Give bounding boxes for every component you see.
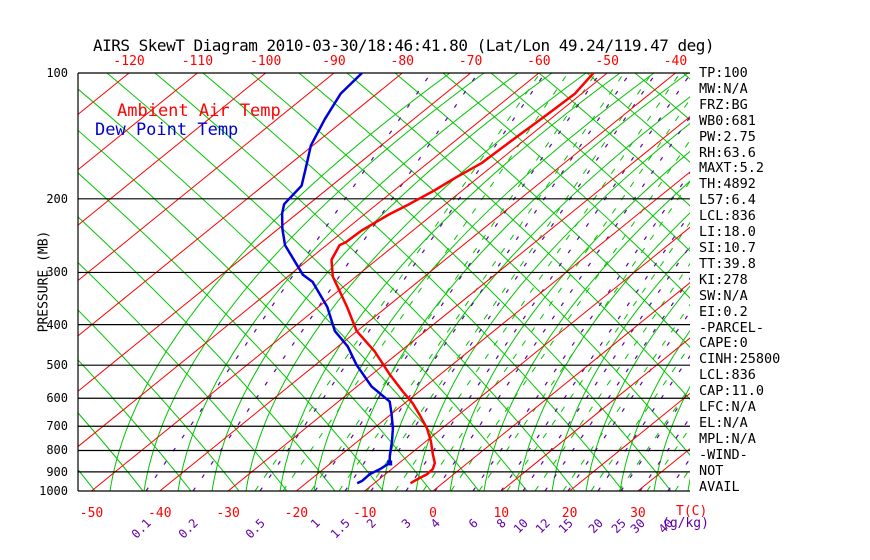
stat-line: SI:10.7 <box>699 239 756 256</box>
legend-dew-point-temp: Dew Point Temp <box>95 120 239 140</box>
stat-line: KI:278 <box>699 271 748 288</box>
temp-top-tick--110: -110 <box>181 54 214 69</box>
pressure-tick-700: 700 <box>46 419 68 434</box>
pressure-tick-800: 800 <box>46 443 68 458</box>
pressure-tick-400: 400 <box>46 317 68 332</box>
temp-top-tick--60: -60 <box>527 54 551 69</box>
grid-lines <box>78 73 690 491</box>
temp-bottom-tick--50: -50 <box>79 506 104 521</box>
stat-line: LCL:836 <box>699 208 756 225</box>
temp-top-tick--90: -90 <box>322 54 346 69</box>
stat-line: MAXT:5.2 <box>699 160 765 177</box>
chart-title: AIRS SkewT Diagram 2010-03-30/18:46:41.8… <box>93 36 715 55</box>
stat-line: RH:63.6 <box>699 144 756 161</box>
dew-point-marker <box>387 460 393 466</box>
temp-bottom-tick--30: -30 <box>216 506 240 521</box>
stat-line: CAP:11.0 <box>699 383 765 400</box>
stat-line: FRZ:BG <box>699 96 748 113</box>
stat-line: NOT <box>699 462 724 479</box>
temp-top-tick--80: -80 <box>390 54 415 69</box>
stat-line: SW:N/A <box>699 287 748 304</box>
temp-bottom-tick-20: 20 <box>561 506 578 521</box>
pressure-tick-500: 500 <box>46 358 68 373</box>
temp-bottom-tick--20: -20 <box>284 506 309 521</box>
stats-panel: TP:100 MW:N/A FRZ:BG WB0:681 PW:2.75 RH:63.6 M… <box>699 65 781 495</box>
temperature-unit-label: T(C) <box>676 504 708 519</box>
stat-line: TT:39.8 <box>699 255 756 272</box>
stat-line: L57:6.4 <box>699 192 756 209</box>
stat-line: -PARCEL- <box>699 319 765 336</box>
temp-bottom-tick-0: 0 <box>429 506 437 521</box>
mixing-ratio-unit-label: (g/kg) <box>662 516 709 531</box>
stat-line: AVAIL <box>699 478 740 495</box>
temp-top-tick--100: -100 <box>250 54 282 69</box>
stat-line: LCL:836 <box>699 367 756 384</box>
stat-line: EL:N/A <box>699 414 748 431</box>
ambient-air-temp-curve <box>330 73 595 485</box>
pressure-tick-300: 300 <box>46 265 68 280</box>
stat-line: MW:N/A <box>699 80 748 97</box>
temp-top-tick--50: -50 <box>595 54 619 69</box>
temp-bottom-tick-30: 30 <box>630 506 646 521</box>
temp-bottom-tick-10: 10 <box>493 506 510 521</box>
stat-line: -WIND- <box>699 446 748 463</box>
temp-bottom-tick--10: -10 <box>352 506 377 521</box>
stat-line: TP:100 <box>699 65 748 81</box>
pressure-tick-200: 200 <box>46 191 68 206</box>
temp-top-tick--70: -70 <box>458 54 483 69</box>
stat-line: TH:4892 <box>699 176 756 193</box>
stat-line: MPL:N/A <box>699 430 756 447</box>
stat-line: WB0:681 <box>699 112 756 129</box>
temp-top-tick--120: -120 <box>113 54 145 69</box>
temp-top-tick--40: -40 <box>663 54 688 69</box>
stat-line: CAPE:0 <box>699 335 748 352</box>
stat-line: LI:18.0 <box>699 224 756 241</box>
pressure-tick-900: 900 <box>46 464 68 479</box>
pressure-tick-600: 600 <box>46 391 68 406</box>
temp-bottom-tick--40: -40 <box>148 506 172 521</box>
stat-line: CINH:25800 <box>699 351 781 368</box>
legend-ambient-air-temp: Ambient Air Temp <box>117 101 281 121</box>
stat-line: PW:2.75 <box>699 128 756 145</box>
stat-line: LFC:N/A <box>699 399 756 416</box>
stat-line: EI:0.2 <box>699 303 748 320</box>
pressure-tick-100: 100 <box>46 66 68 80</box>
pressure-tick-1000: 1000 <box>39 484 68 498</box>
